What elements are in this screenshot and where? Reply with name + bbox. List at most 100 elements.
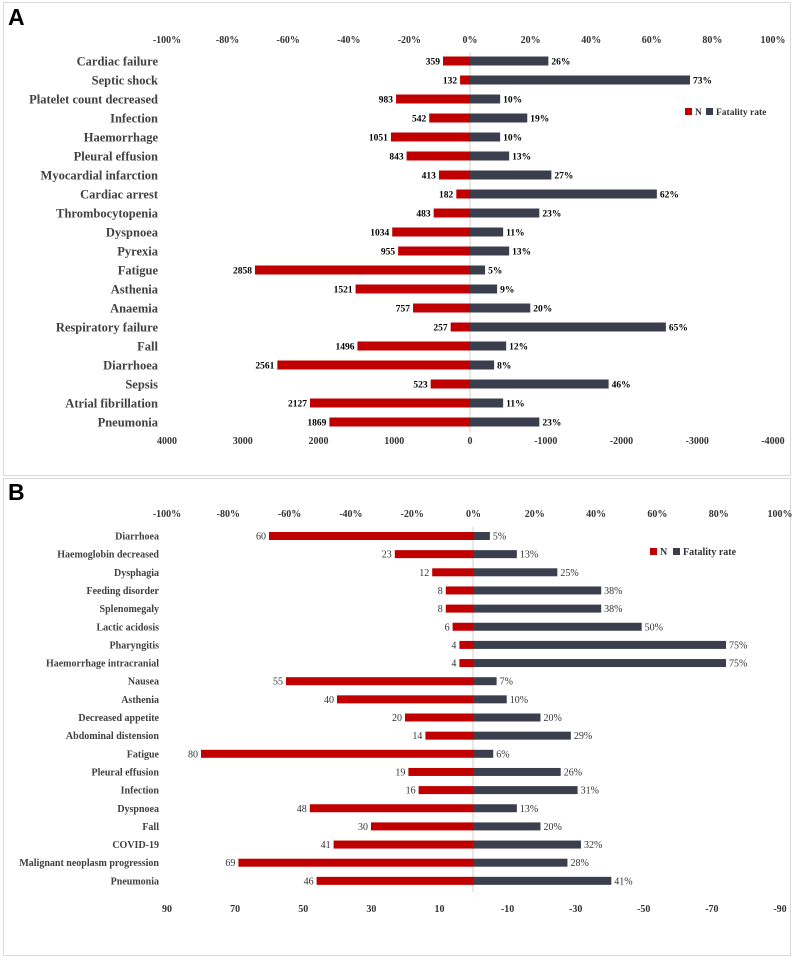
- panel-b-fatality-bar: [473, 804, 517, 813]
- panel-b-category-label: Fatigue: [127, 749, 160, 760]
- panel-a-n-bar: [450, 322, 470, 332]
- panel-a-category-label: Pyrexia: [117, 244, 158, 258]
- panel-a-n-value-label: 757: [396, 304, 411, 314]
- panel-a-top-tick-label: -80%: [216, 35, 239, 46]
- panel-b-category-label: Pharyngitis: [110, 640, 160, 651]
- panel-a-letter: A: [8, 4, 25, 30]
- panel-b-fatality-value-label: 75%: [729, 640, 747, 651]
- panel-b-category-label: Pleural effusion: [92, 767, 160, 778]
- panel-b-n-value-label: 14: [412, 731, 422, 742]
- panel-a-n-bar: [309, 398, 470, 408]
- panel-b-fatality-value-label: 7%: [500, 677, 513, 688]
- panel-a-n-bar: [456, 189, 470, 199]
- panel-b-n-value-label: 12: [419, 568, 429, 579]
- panel-a-bottom-tick-label: 1000: [384, 436, 404, 447]
- panel-a-category-label: Fall: [137, 339, 158, 353]
- panel-a-fatality-bar: [470, 170, 552, 180]
- panel-a-category-label: Atrial fibrillation: [65, 396, 158, 410]
- panel-a-legend-n-label: N: [695, 108, 702, 118]
- panel-b-n-value-label: 23: [382, 550, 392, 561]
- panel-b-category-label: Asthenia: [121, 695, 159, 706]
- panel-b-n-bar: [418, 786, 473, 795]
- panel-b-n-bar: [269, 532, 473, 540]
- panel-a-bottom-tick-label: 0: [468, 436, 473, 447]
- panel-b-fatality-bar: [473, 749, 494, 758]
- panel-a-fatality-value-label: 13%: [512, 247, 531, 257]
- panel-b-top-tick-label: -40%: [339, 509, 362, 520]
- panel-b-fatality-value-label: 29%: [574, 731, 592, 742]
- panel-a-category-label: Diarrhoea: [103, 358, 159, 372]
- panel-b-category-label: Infection: [121, 786, 160, 797]
- panel-b-n-bar: [459, 640, 473, 649]
- panel-b-n-value-label: 48: [297, 804, 307, 815]
- panel-a-category-label: Cardiac arrest: [80, 187, 159, 201]
- panel-a-fatality-value-label: 9%: [500, 285, 514, 295]
- panel-b-top-tick-label: 100%: [768, 509, 793, 520]
- panel-a-fatality-value-label: 73%: [693, 76, 712, 86]
- panel-a-top-tick-label: -60%: [277, 35, 300, 46]
- panel-a-fatality-value-label: 46%: [612, 380, 631, 390]
- panel-a-n-bar: [355, 284, 470, 294]
- panel-b-fatality-value-label: 25%: [560, 568, 578, 579]
- panel-a-fatality-bar: [470, 246, 510, 256]
- panel-a-bottom-tick-label: 2000: [309, 436, 329, 447]
- panel-a-top-tick-label: -40%: [337, 35, 360, 46]
- panel-a-legend-fatality-swatch: [706, 108, 713, 115]
- panel-a-fatality-bar: [470, 398, 504, 408]
- panel-b-n-value-label: 60: [256, 532, 266, 543]
- panel-b-fatality-bar: [473, 622, 642, 631]
- panel-a-fatality-bar: [470, 208, 540, 218]
- panel-a-fatality-bar: [470, 360, 495, 370]
- panel-b-n-value-label: 4: [451, 640, 456, 651]
- panel-a-bottom-tick-label: -3000: [686, 436, 709, 447]
- panel-b-fatality-value-label: 13%: [520, 804, 538, 815]
- panel-b-top-tick-label: -100%: [153, 509, 181, 520]
- panel-a-frame: [3, 2, 791, 476]
- panel-b-top-tick-label: 0%: [466, 509, 481, 520]
- panel-b-n-value-label: 30: [358, 822, 368, 833]
- panel-a-bottom-tick-label: -1000: [534, 436, 557, 447]
- panel-b-n-bar: [316, 876, 473, 885]
- panel-a-n-bar: [406, 151, 470, 161]
- panel-a-category-label: Fatigue: [118, 263, 159, 277]
- panel-a-n-bar: [396, 94, 470, 104]
- panel-b-top-tick-label: -60%: [278, 509, 301, 520]
- panel-a-top-tick-label: 60%: [642, 35, 662, 46]
- panel-b-n-bar: [432, 568, 473, 577]
- panel-a-fatality-bar: [470, 151, 510, 161]
- panel-a-n-value-label: 1034: [370, 228, 389, 238]
- panel-b-category-label: Abdominal distension: [66, 731, 160, 742]
- panel-a-category-label: Infection: [110, 111, 158, 125]
- panel-b-fatality-value-label: 32%: [584, 840, 602, 851]
- panel-a-fatality-bar: [470, 227, 504, 237]
- panel-b-category-label: Haemoglobin decreased: [57, 550, 159, 561]
- panel-b-bottom-tick-label: 30: [366, 904, 376, 915]
- panel-b-n-bar: [309, 804, 473, 813]
- panel-b-bottom-tick-label: -10: [501, 904, 514, 915]
- panel-b-fatality-bar: [473, 822, 541, 831]
- panel-b-fatality-bar: [473, 767, 561, 776]
- panel-a-n-value-label: 843: [389, 152, 404, 162]
- panel-a-fatality-value-label: 62%: [660, 190, 679, 200]
- panel-b-top-tick-label: 60%: [647, 509, 667, 520]
- panel-a-fatality-bar: [470, 417, 540, 427]
- panel-a-fatality-value-label: 23%: [542, 418, 561, 428]
- panel-a-n-value-label: 523: [413, 380, 428, 390]
- panel-a-category-label: Septic shock: [92, 73, 158, 87]
- panel-b-category-label: Malignant neoplasm progression: [19, 858, 159, 869]
- panel-b-top-tick-label: 80%: [709, 509, 729, 520]
- panel-a-fatality-value-label: 19%: [530, 114, 549, 124]
- panel-a-n-value-label: 1496: [335, 342, 354, 352]
- panel-b-fatality-value-label: 38%: [604, 586, 622, 597]
- panel-b-fatality-bar: [473, 713, 541, 722]
- panel-a-fatality-value-label: 65%: [669, 323, 688, 333]
- panel-b-fatality-bar: [473, 731, 571, 740]
- panel-b-fatality-bar: [473, 858, 568, 867]
- panel-b-fatality-bar: [473, 659, 726, 668]
- panel-b-top-tick-label: 40%: [586, 509, 606, 520]
- panel-a-bottom-tick-label: 3000: [233, 436, 253, 447]
- panel-b-legend-fatality-label: Fatality rate: [683, 547, 737, 558]
- panel-a-top-tick-label: 0%: [463, 35, 478, 46]
- panel-b-fatality-value-label: 75%: [729, 659, 747, 670]
- panel-b-fatality-bar: [473, 586, 602, 595]
